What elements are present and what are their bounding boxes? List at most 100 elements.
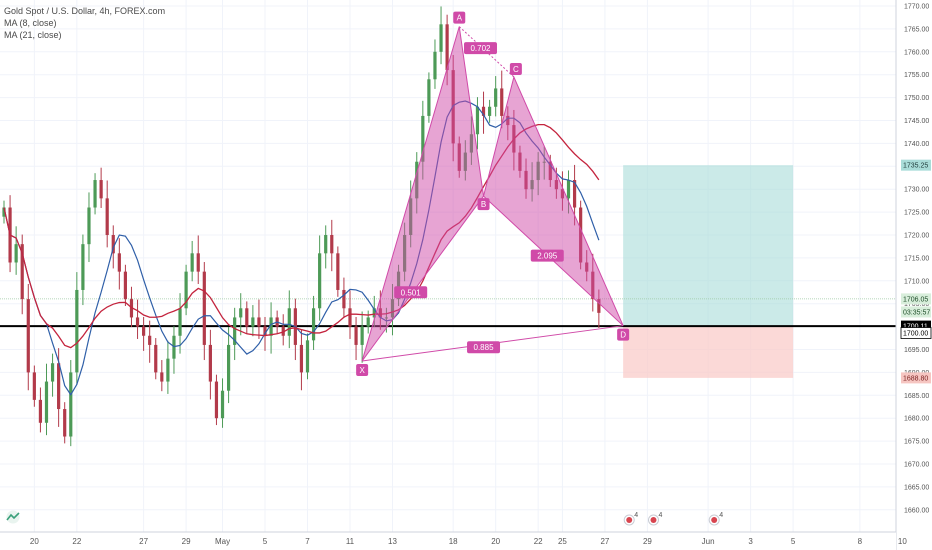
price-tick-label: 1695.00 [904,347,929,354]
candle-body [257,317,261,327]
profit-zone[interactable] [623,165,794,327]
candle-body [445,24,449,71]
ratio-label: 0.885 [474,343,495,352]
candle-body [2,207,6,217]
candle-body [38,399,43,423]
time-tick-label: 20 [491,537,500,546]
candle-body [354,326,358,345]
candle-body [427,79,431,116]
chart-legend: Gold Spot / U.S. Dollar, 4h, FOREX.com M… [4,5,165,41]
ma8-line [3,100,600,396]
candle-body [481,106,486,116]
price-label-badge[interactable] [900,327,932,339]
legend-ma8: MA (8, close) [4,18,57,28]
price-label-text: 1700.11 [903,324,928,331]
tradingview-logo-icon[interactable] [4,510,22,524]
candle-body [318,253,322,309]
candle-body [20,244,24,300]
pattern-xab-triangle[interactable] [361,26,485,362]
price-label-text: 1700.00 [903,331,928,338]
candle-body [433,51,437,80]
time-tick-label: 29 [643,537,652,546]
event-dot-icon [711,517,718,523]
time-tick-label: 27 [139,537,148,546]
candle-body [494,88,498,107]
time-tick-label: 7 [305,537,310,546]
price-label-badge[interactable] [901,372,931,384]
candle-body [245,308,249,327]
candle-body [190,253,194,272]
candle-body [135,317,140,327]
price-tick-label: 1660.00 [904,507,929,514]
candle-body [233,317,237,345]
price-tick-label: 1750.00 [904,95,929,102]
time-tick-label: 25 [558,537,567,546]
price-label-badge[interactable] [901,320,931,332]
candle-body [566,180,571,199]
candle-body [299,344,304,373]
candle-body [196,253,200,272]
candle-body [311,308,316,341]
time-tick-label: Jun [702,537,715,546]
pattern-point-c-badge[interactable] [509,62,522,75]
ratio-badge [394,286,428,299]
candle-body [105,198,109,235]
price-tick-label: 1705.00 [904,301,929,308]
candle-body [269,317,273,336]
time-tick-label: 5 [263,537,268,546]
pattern-point-x-badge[interactable] [356,363,369,376]
legend-ma21: MA (21, close) [4,30,62,40]
price-axis[interactable]: 1660.00 1665.00 1670.00 1675.00 1680.00 1685.… [895,0,932,550]
candle-body [14,244,18,263]
event-count-label: 4 [719,512,723,519]
candle-body [50,363,55,382]
candle-body [117,253,121,272]
time-tick-label: 27 [600,537,609,546]
candle-body [111,235,115,254]
time-tick-label: May [215,537,230,546]
ratio-label: 0.501 [401,288,422,297]
event-count-label: 4 [634,512,638,519]
price-label-text: 1688.80 [903,375,928,382]
time-tick-label: 22 [534,537,543,546]
time-tick-label: 3 [748,537,753,546]
pattern-point-b-badge[interactable] [477,198,490,211]
price-label-badge[interactable] [901,306,931,318]
time-axis[interactable]: 20 22 27 29 May 5 7 11 13 18 20 22 25 27 29 Jun 3 5 8 10 [0,531,907,550]
pattern-point-a-label: A [457,14,463,23]
candle-body [160,372,164,382]
time-tick-label: 5 [791,537,796,546]
candle-body [44,381,49,423]
price-tick-label: 1770.00 [904,4,929,11]
time-tick-label: 29 [182,537,191,546]
candle-body [123,271,127,300]
price-tick-label: 1765.00 [904,26,929,33]
price-label-badge[interactable] [901,293,931,305]
candle-body [360,326,364,345]
candle-body [572,180,577,208]
price-tick-label: 1720.00 [904,233,929,240]
ratio-badge [530,249,564,262]
candle-body [488,106,492,116]
candle-body [475,106,480,135]
candle-body [154,344,158,373]
pattern-point-a-badge[interactable] [453,11,466,24]
candle-body [26,299,30,373]
pattern-point-x-label: X [359,366,365,375]
candle-body [597,299,601,313]
harmonic-pattern[interactable]: X A B C D 0.501 0.702 2.095 0.885 [356,11,630,376]
position-tool[interactable] [623,165,794,378]
pattern-point-d-badge[interactable] [617,328,630,341]
time-tick-label: 11 [346,537,355,546]
loss-zone[interactable] [623,326,794,378]
price-tick-label: 1760.00 [904,49,929,56]
candle-body [251,317,255,327]
candle-body [439,24,443,52]
candle-body [57,363,61,410]
price-tick-label: 1715.00 [904,255,929,262]
economic-events[interactable]: 4 4 4 [623,512,723,526]
price-label-badge[interactable] [901,159,931,171]
candle-body [239,308,243,318]
